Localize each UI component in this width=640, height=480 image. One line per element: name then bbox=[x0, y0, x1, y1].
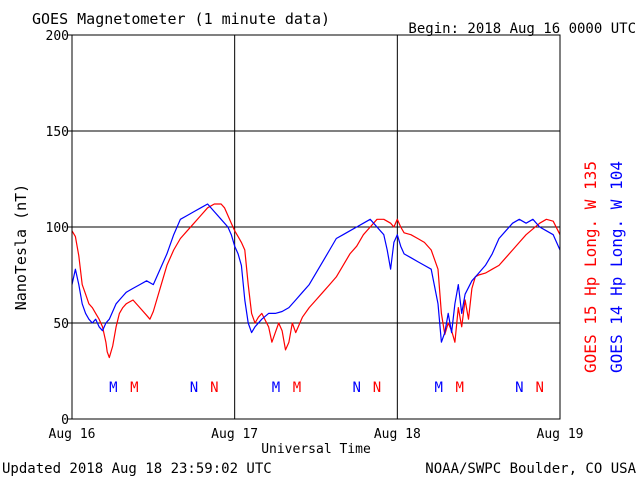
marker-n-10: N bbox=[515, 380, 523, 396]
x-tick-label-1: Aug 17 bbox=[211, 427, 258, 442]
marker-m-8: M bbox=[434, 380, 442, 396]
marker-m-0: M bbox=[109, 380, 117, 396]
series-line-0 bbox=[71, 203, 561, 359]
series-line-1 bbox=[71, 203, 561, 343]
marker-n-2: N bbox=[190, 380, 198, 396]
begin-label: Begin: 2018 Aug 16 0000 UTC bbox=[408, 21, 636, 37]
data-source: NOAA/SWPC Boulder, CO USA bbox=[425, 461, 636, 477]
marker-m-5: M bbox=[293, 380, 301, 396]
chart-title: GOES Magnetometer (1 minute data) bbox=[32, 10, 330, 28]
marker-n-11: N bbox=[535, 380, 543, 396]
x-tick-label-0: Aug 16 bbox=[49, 427, 96, 442]
marker-n-3: N bbox=[210, 380, 218, 396]
legend-series-goes14: GOES 14 Hp Long. W 104 bbox=[607, 161, 626, 373]
grid-lines bbox=[72, 35, 560, 419]
marker-n-6: N bbox=[352, 380, 360, 396]
marker-m-4: M bbox=[272, 380, 280, 396]
y-tick-label-2: 100 bbox=[46, 221, 69, 236]
marker-m-1: M bbox=[130, 380, 138, 396]
series-layer bbox=[71, 203, 561, 359]
marker-n-7: N bbox=[373, 380, 381, 396]
y-tick-label-4: 200 bbox=[46, 29, 69, 44]
x-tick-label-2: Aug 18 bbox=[374, 427, 421, 442]
y-axis-label: NanoTesla (nT) bbox=[12, 184, 30, 310]
x-tick-labels: Aug 16 Aug 17 Aug 18 Aug 19 bbox=[49, 427, 584, 442]
legend-series-goes15: GOES 15 Hp Long. W 135 bbox=[581, 161, 600, 373]
x-axis-label: Universal Time bbox=[261, 442, 371, 457]
x-tick-label-3: Aug 19 bbox=[537, 427, 584, 442]
marker-m-9: M bbox=[455, 380, 463, 396]
updated-timestamp: Updated 2018 Aug 18 23:59:02 UTC bbox=[2, 461, 272, 477]
y-tick-label-3: 150 bbox=[46, 125, 69, 140]
y-tick-labels: 0 50 100 150 200 bbox=[46, 29, 72, 428]
y-tick-label-0: 0 bbox=[61, 413, 69, 428]
y-tick-label-1: 50 bbox=[53, 317, 69, 332]
